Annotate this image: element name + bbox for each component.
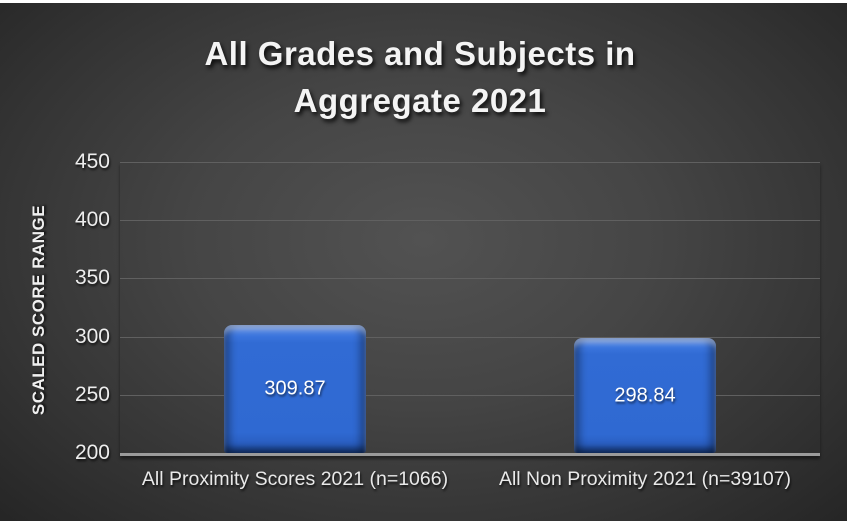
y-tick-label-200: 200 — [74, 441, 110, 464]
chart-title: All Grades and Subjects in Aggregate 202… — [0, 30, 840, 124]
x-category-label-1: All Proximity Scores 2021 (n=1066) — [141, 468, 449, 490]
y-tick-label-250: 250 — [74, 382, 110, 406]
chart-title-line-2: Aggregate 2021 — [293, 82, 547, 119]
bar-value-label-2: 298.84 — [614, 384, 676, 406]
gridline-250 — [120, 394, 820, 396]
y-axis-title: SCALED SCORE RANGE — [29, 204, 48, 416]
gridline-450 — [120, 162, 820, 163]
bar-slot-1: 309.87 — [120, 162, 470, 453]
bar-1: 309.87 — [224, 325, 366, 453]
x-category-label-2: All Non Proximity 2021 (n=39107) — [498, 468, 792, 490]
bar-value-label-1: 309.87 — [264, 377, 326, 400]
chart-title-line-1: All Grades and Subjects in — [204, 35, 636, 72]
plot-area: 450 400 350 300 250 200 309.87 298.84 — [75, 150, 820, 464]
bar-2: 298.84 — [574, 338, 716, 453]
y-tick-label-350: 350 — [74, 266, 110, 290]
bar-slot-2: 298.84 — [470, 162, 820, 453]
y-tick-label-450: 450 — [74, 150, 110, 173]
x-axis: All Proximity Scores 2021 (n=1066) All No… — [120, 468, 820, 496]
gridline-350 — [120, 278, 820, 280]
y-tick-label-300: 300 — [74, 324, 110, 348]
gridline-300 — [120, 336, 820, 338]
y-tick-label-400: 400 — [74, 208, 110, 232]
gridline-400 — [120, 220, 820, 222]
slide-top-border — [0, 0, 847, 3]
